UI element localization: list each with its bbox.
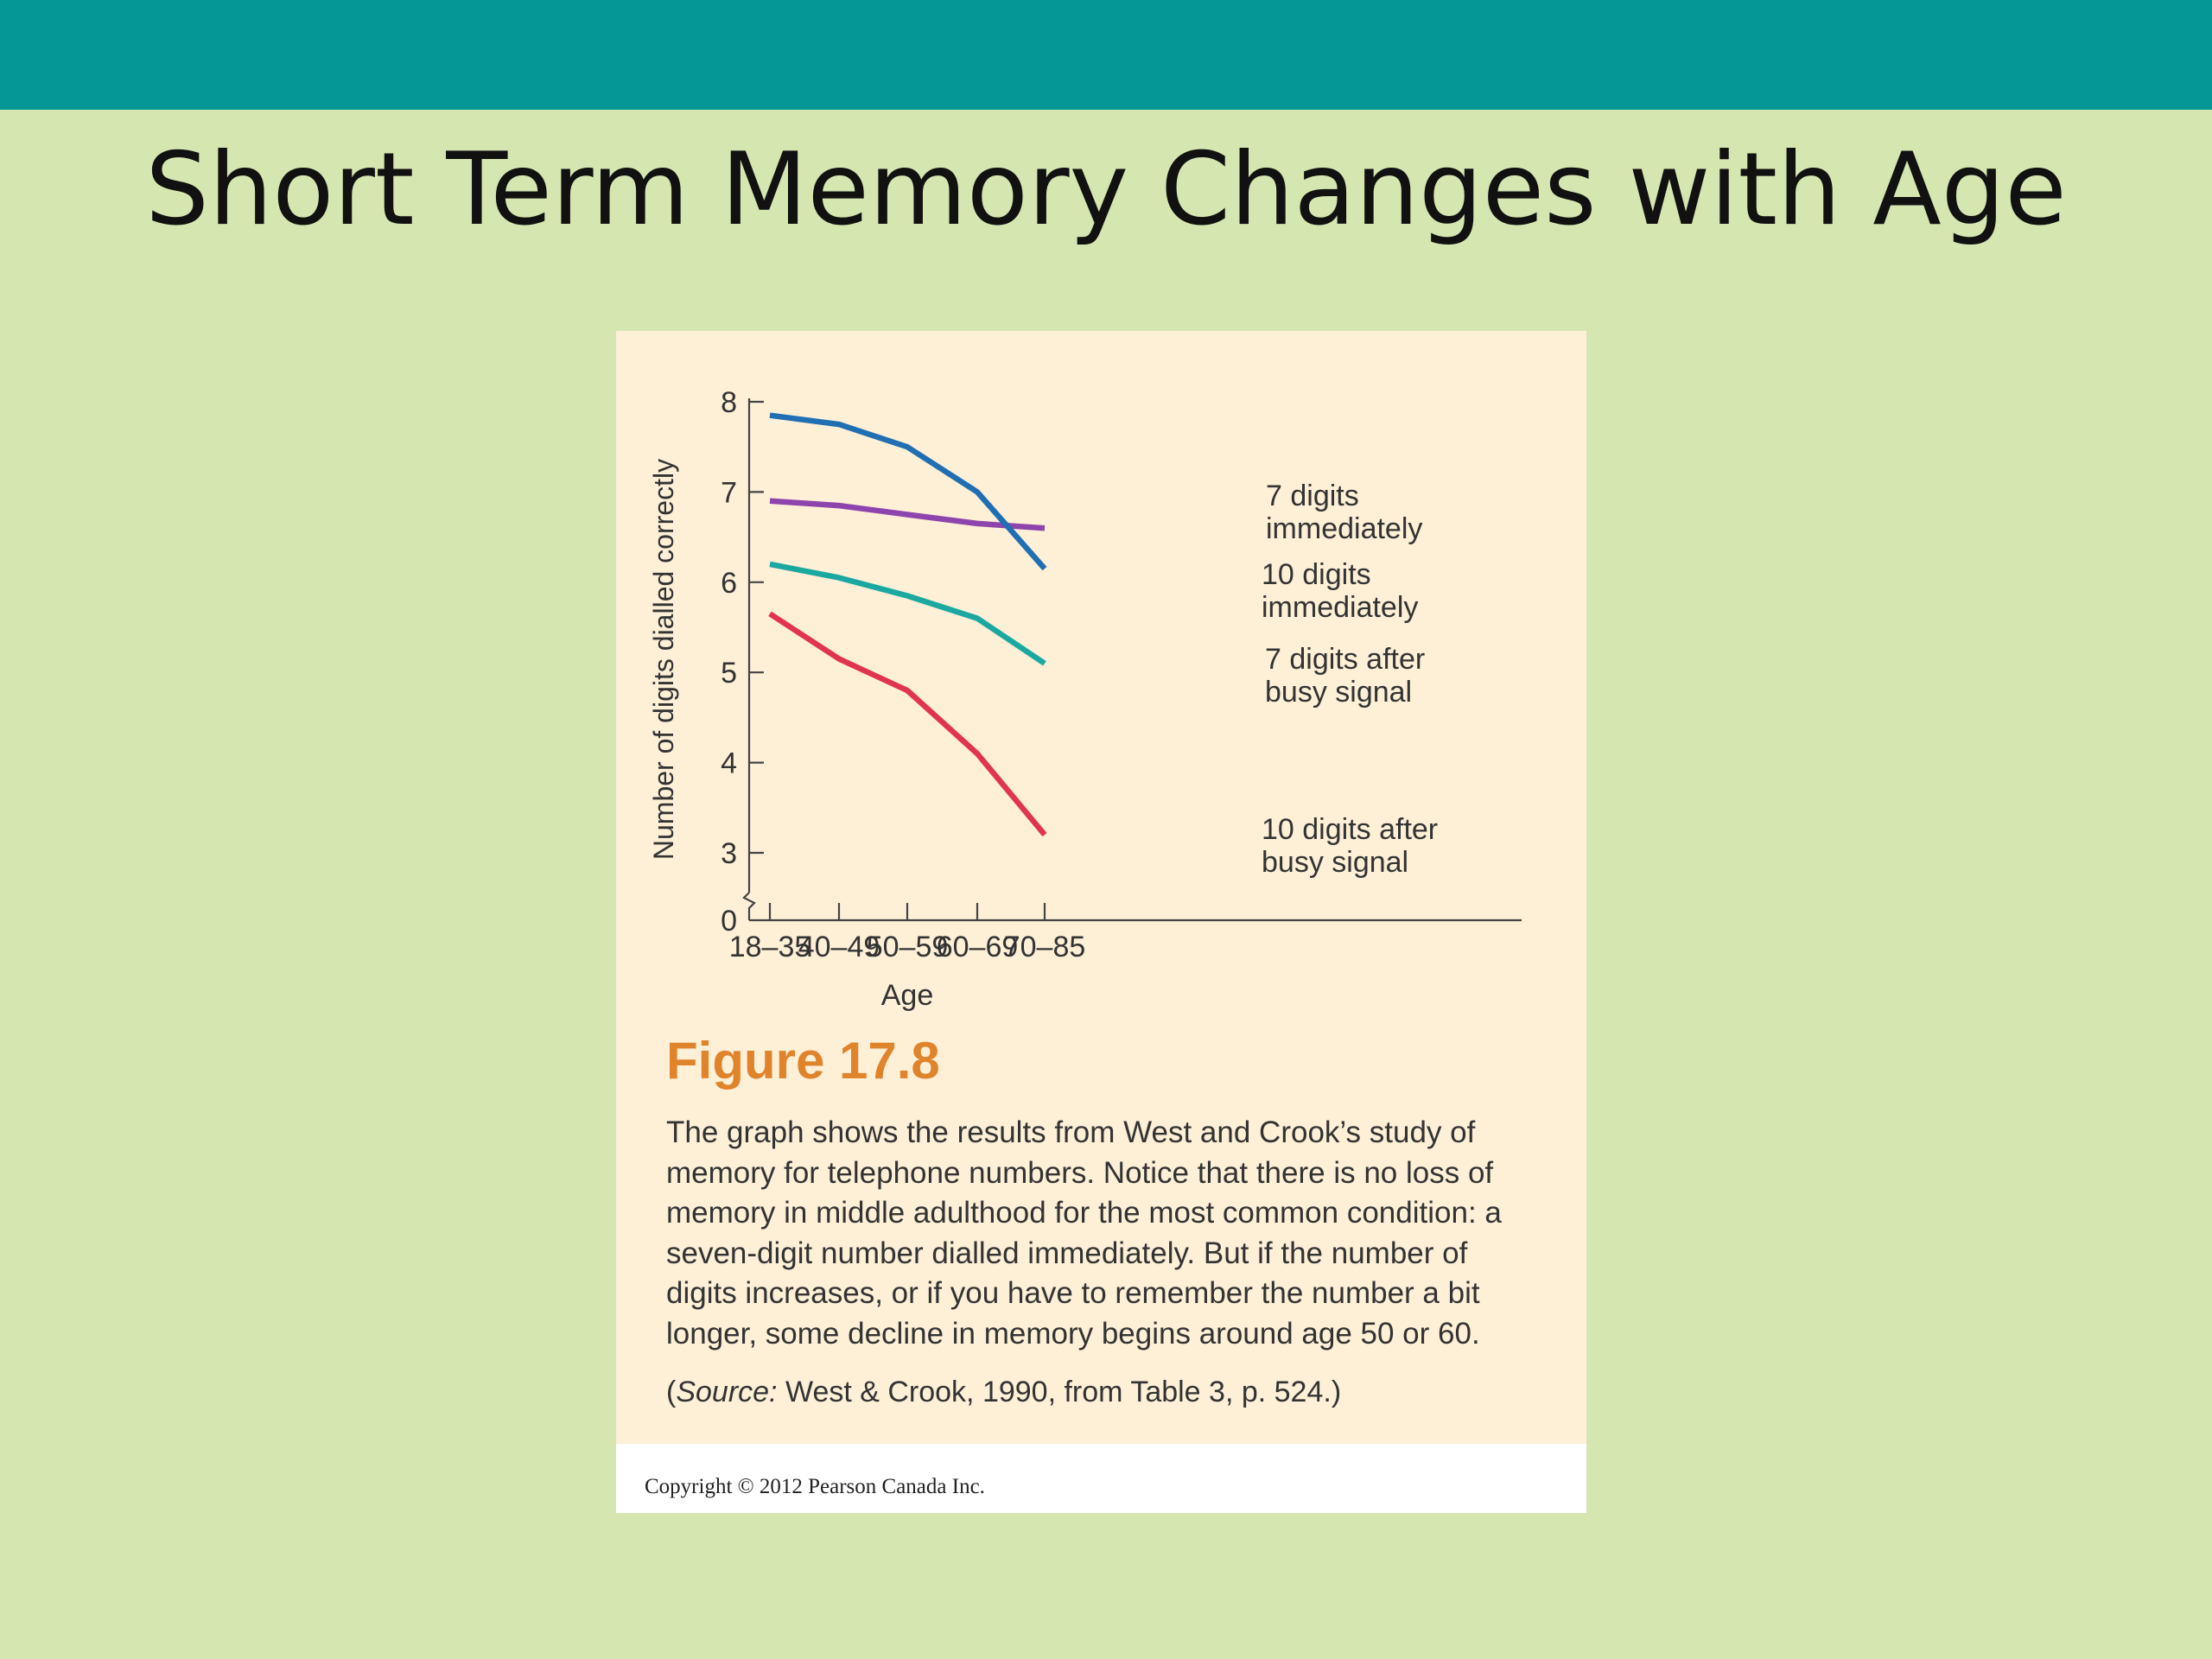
copyright-notice: Copyright © 2012 Pearson Canada Inc.	[645, 1475, 985, 1498]
top-banner	[0, 0, 2212, 110]
source-text: West & Crook, 1990, from Table 3, p. 524…	[777, 1376, 1342, 1408]
series-label-line: 10 digits	[1262, 558, 1371, 591]
series-label: 7 digits immediately	[1266, 480, 1422, 545]
series-label: 7 digits after busy signal	[1265, 643, 1425, 709]
figure-source: (Source: West & Crook, 1990, from Table …	[666, 1373, 1539, 1411]
figure-number: Figure 17.8	[666, 1032, 940, 1090]
series-line-7-digits-after-busy-signal	[769, 561, 1046, 666]
source-open-paren: (	[666, 1376, 677, 1408]
y-axis-title: Number of digits dialled correctly	[648, 459, 679, 860]
x-axis-title: Age	[881, 979, 934, 1012]
series-label-line: 10 digits after	[1262, 813, 1438, 846]
x-tick-label: 50–59	[867, 931, 949, 963]
chart-series-lines	[768, 412, 1047, 837]
series-line-10-digits-after-busy-signal	[768, 611, 1047, 837]
x-tick-label: 40–49	[798, 931, 880, 963]
y-tick-label: 3	[721, 837, 737, 870]
series-label: 10 digits after busy signal	[1262, 813, 1438, 879]
series-label-line: 7 digits	[1266, 480, 1359, 512]
series-label-line: immediately	[1262, 591, 1418, 624]
slide-title: Short Term Memory Changes with Age	[145, 131, 2067, 248]
series-label-line: busy signal	[1262, 846, 1408, 879]
y-tick-label: 5	[721, 657, 737, 690]
series-label-line: immediately	[1266, 512, 1422, 545]
x-tick-label: 60–69	[937, 931, 1019, 963]
y-tick-label: 8	[721, 386, 737, 419]
series-label-line: busy signal	[1265, 676, 1412, 709]
source-label: Source:	[676, 1376, 778, 1408]
series-label-line: 7 digits after	[1265, 643, 1425, 676]
series-line-10-digits-immediately	[769, 412, 1047, 571]
figure-panel: 0 3 4 5 6 7 8 18–35 40–49 50–59 60–69 70–85 Age Numbe…	[616, 331, 1586, 1444]
y-tick-label: 6	[721, 567, 737, 600]
y-tick-label: 0	[721, 905, 737, 938]
figure-caption: The graph shows the results from West an…	[666, 1116, 1502, 1351]
figure-card: 0 3 4 5 6 7 8 18–35 40–49 50–59 60–69 70–85 Age Numbe…	[616, 331, 1586, 1513]
y-tick-label: 7	[721, 476, 737, 509]
x-tick-label: 70–85	[1004, 931, 1086, 963]
series-line-7-digits-immediately	[769, 498, 1046, 531]
y-axis-break	[742, 892, 756, 920]
x-tick-label: 18–35	[729, 931, 811, 963]
y-tick-label: 4	[721, 747, 737, 780]
series-label: 10 digits immediately	[1262, 558, 1418, 624]
